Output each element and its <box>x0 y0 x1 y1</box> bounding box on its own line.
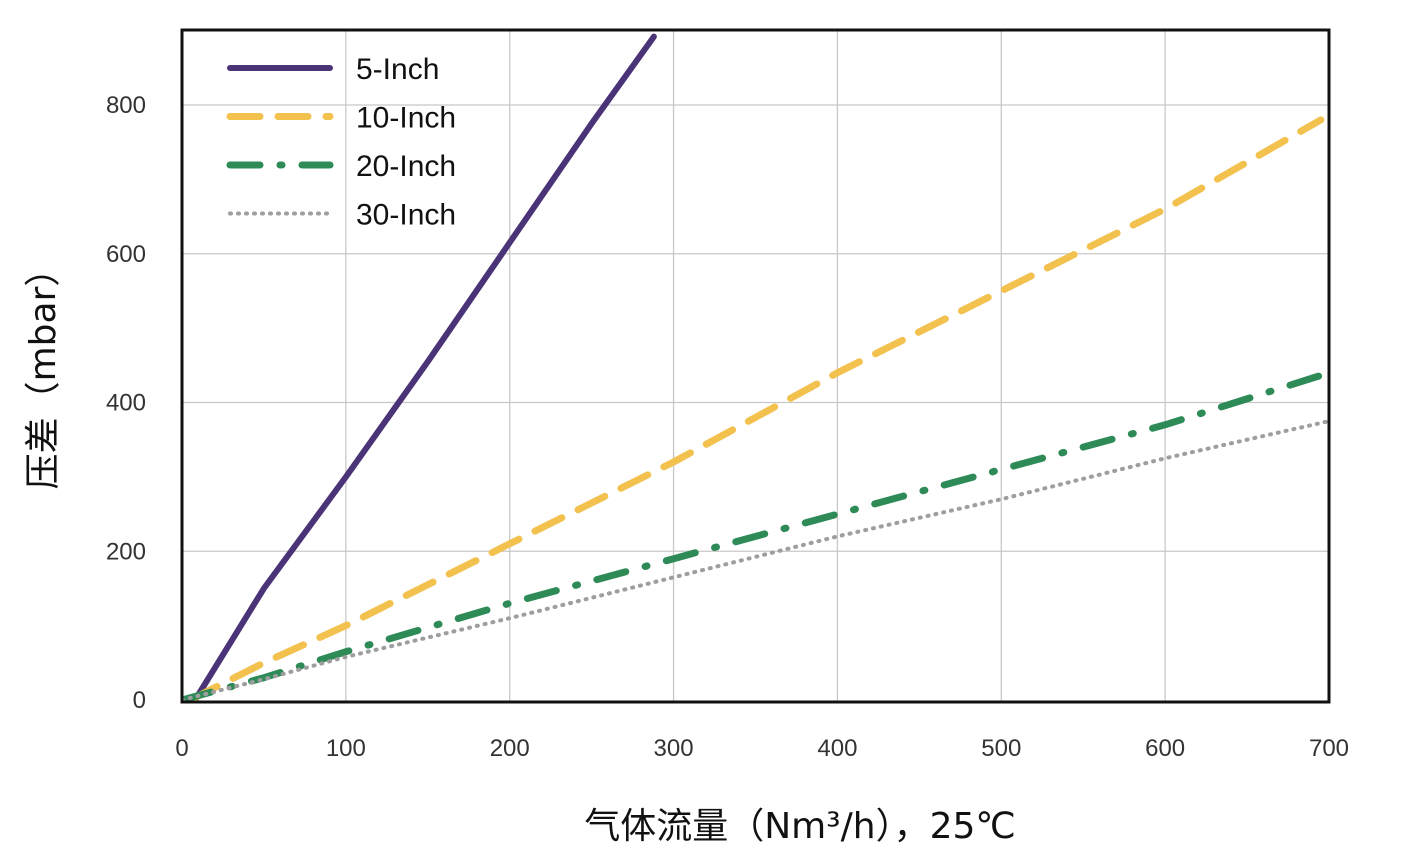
y-tick-label: 0 <box>133 687 146 714</box>
x-tick-label: 0 <box>175 735 188 762</box>
legend-label-10-inch: 10-Inch <box>356 102 456 135</box>
plot-area <box>182 30 1329 702</box>
y-tick-label: 400 <box>106 390 146 417</box>
x-tick-label: 300 <box>654 735 694 762</box>
series-line-20-inch <box>182 369 1329 702</box>
y-axis-title: 压差（mbar） <box>23 251 64 490</box>
x-axis-title: 气体流量（Nm³/h），25℃ <box>584 806 1016 847</box>
x-tick-label: 700 <box>1309 735 1349 762</box>
x-tick-label: 500 <box>981 735 1021 762</box>
x-tick-label: 200 <box>490 735 530 762</box>
x-tick-label: 100 <box>326 735 366 762</box>
x-tick-label: 400 <box>817 735 857 762</box>
plot-frame <box>180 28 1331 704</box>
legend: 5-Inch 10-Inch 20-Inch 30-Inch <box>226 53 456 232</box>
series-line-5-inch <box>192 33 657 702</box>
grid-lines <box>182 30 1329 702</box>
y-tick-label: 200 <box>106 538 146 565</box>
x-axis-ticks: 0 100 200 300 400 500 600 700 <box>175 735 1349 762</box>
y-axis-ticks: 0 200 400 600 800 <box>106 92 146 714</box>
series-line-10-inch <box>186 116 1325 702</box>
x-tick-label: 600 <box>1145 735 1185 762</box>
legend-label-20-inch: 20-Inch <box>356 150 456 183</box>
legend-label-30-inch: 30-Inch <box>356 199 456 232</box>
series-layer <box>182 33 1329 702</box>
series-line-30-inch <box>182 419 1329 702</box>
legend-label-5-inch: 5-Inch <box>356 53 439 86</box>
y-tick-label: 600 <box>106 241 146 268</box>
y-tick-label: 800 <box>106 92 146 119</box>
